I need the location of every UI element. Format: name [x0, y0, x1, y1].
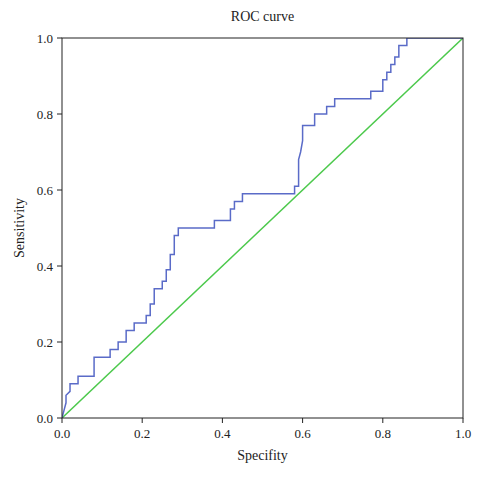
y-tick-label: 0.4 — [37, 259, 54, 274]
plot-frame — [62, 38, 463, 418]
chart-container: ROC curve 0.0 0.2 0.4 0.6 0.8 1.0 0.0 0.2 0.4 0.6 0… — [0, 0, 493, 500]
y-tick — [57, 38, 62, 39]
x-tick-label: 0.4 — [214, 426, 231, 441]
series-line — [62, 38, 463, 418]
x-tick — [142, 418, 143, 423]
y-tick-label: 0.6 — [37, 183, 54, 198]
x-tick-label: 0.0 — [54, 426, 70, 441]
title: ROC curve — [231, 9, 294, 24]
x-axis-label: Specifity — [237, 448, 288, 463]
x-tick — [382, 418, 383, 423]
x-tick — [302, 418, 303, 423]
x-tick-label: 0.2 — [134, 426, 150, 441]
x-tick — [222, 418, 223, 423]
x-tick-label: 0.8 — [375, 426, 391, 441]
y-tick — [57, 190, 62, 191]
y-tick — [57, 342, 62, 343]
plot-area — [62, 38, 463, 418]
chart: ROC curve 0.0 0.2 0.4 0.6 0.8 1.0 0.0 0.2 0.4 0.6 0… — [0, 0, 493, 500]
y-tick-label: 0.0 — [37, 411, 53, 426]
x-tick-label: 0.6 — [294, 426, 311, 441]
y-tick — [57, 114, 62, 115]
series-line — [62, 38, 463, 418]
y-tick-label: 0.2 — [37, 335, 53, 350]
y-tick-label: 0.8 — [37, 107, 53, 122]
y-tick — [57, 418, 62, 419]
y-tick — [57, 266, 62, 267]
y-axis-label: Sensitivity — [12, 198, 27, 258]
y-tick-label: 1.0 — [37, 31, 53, 46]
x-tick-label: 1.0 — [455, 426, 471, 441]
x-tick — [62, 418, 63, 423]
x-tick — [463, 418, 464, 423]
